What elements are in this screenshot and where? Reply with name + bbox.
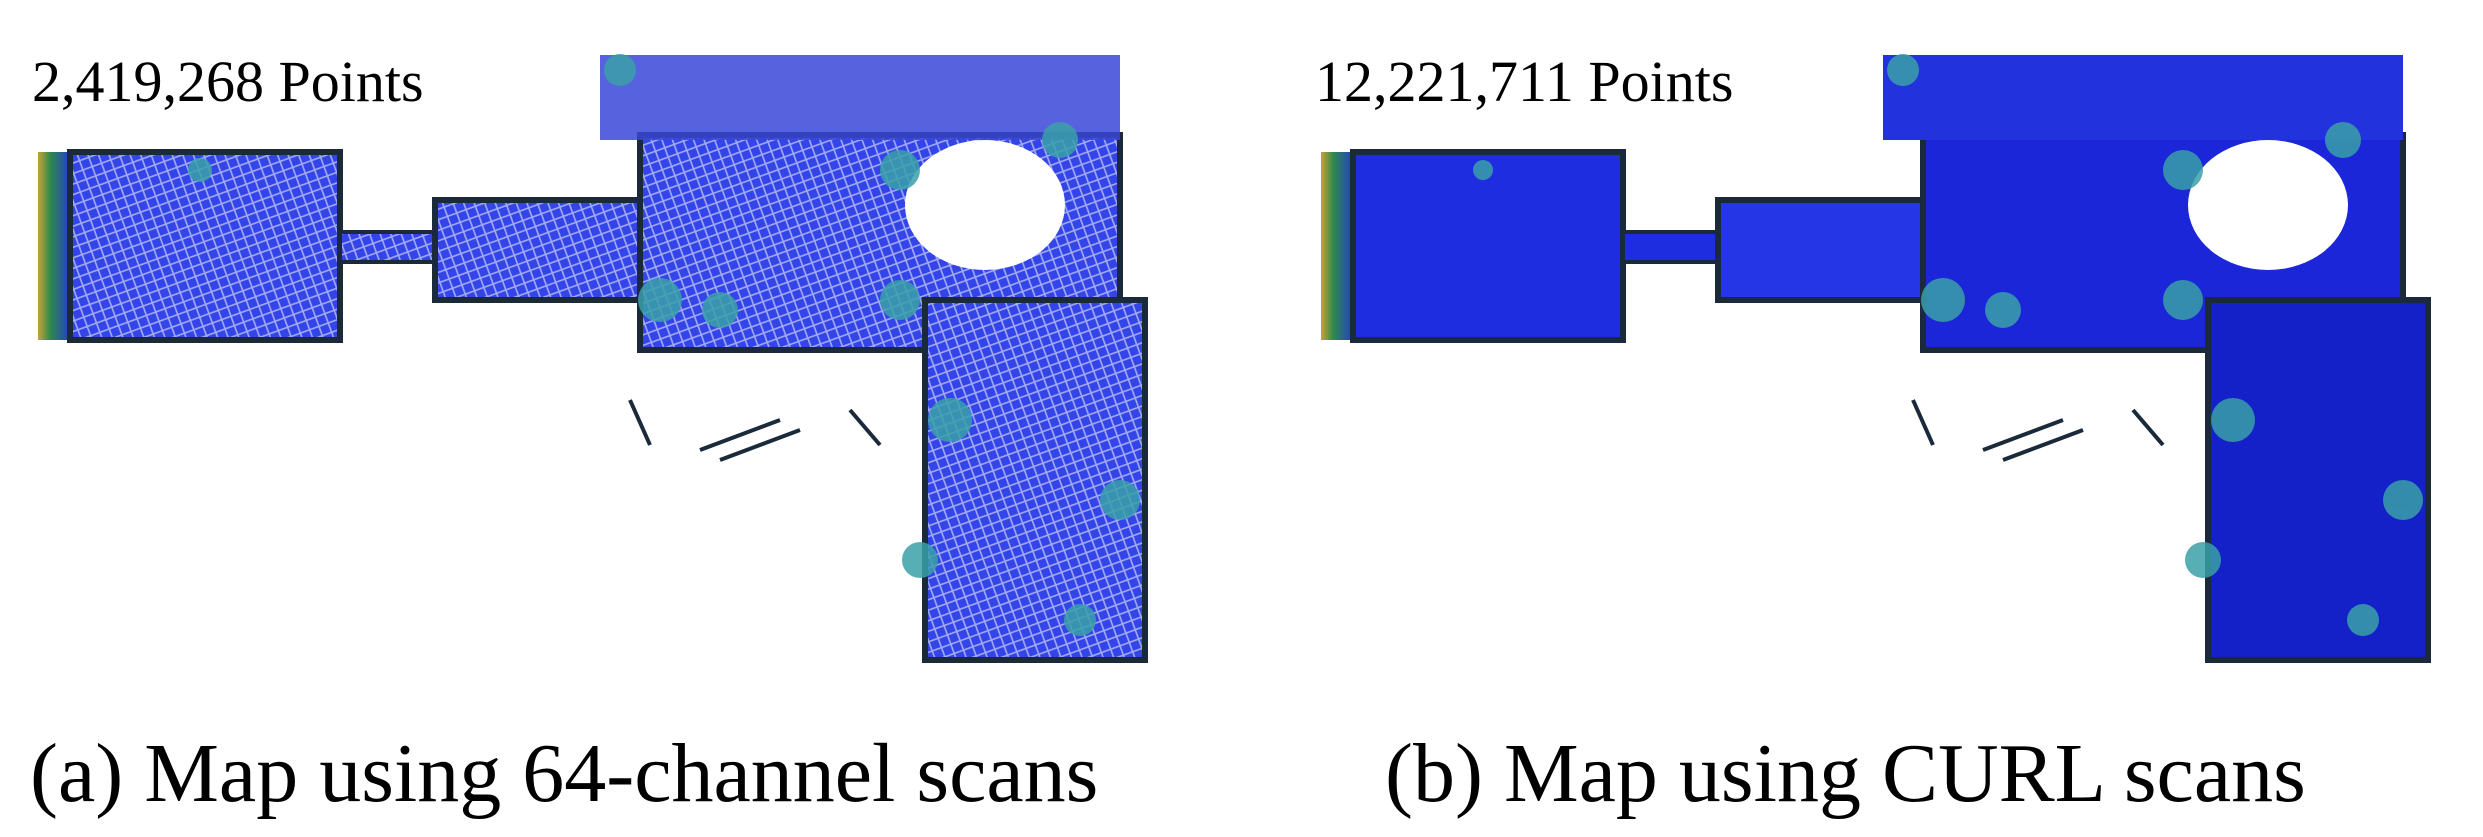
point-count-label: 12,221,711 Points	[1315, 49, 1734, 114]
top-fringe	[600, 55, 1120, 140]
debris	[1911, 399, 2165, 462]
room-left	[67, 149, 343, 343]
map-panel-b: 12,221,711 Points	[1283, 0, 2483, 700]
corridor	[1621, 230, 1720, 264]
map-panel-a: 2,419,268 Points	[0, 0, 1200, 700]
debris	[628, 399, 882, 462]
foliage	[188, 54, 1140, 636]
point-cloud-map-a	[38, 54, 1148, 663]
point-cloud-map-b	[1321, 54, 2431, 663]
gap-area	[905, 140, 1065, 270]
caption-a: (a) Map using 64-channel scans	[30, 727, 1099, 820]
point-count-label: 2,419,268 Points	[32, 49, 424, 114]
caption-b: (b) Map using CURL scans	[1385, 727, 2306, 820]
foliage	[1473, 54, 2423, 636]
corridor	[338, 230, 437, 264]
room-middle	[432, 197, 653, 303]
gap-area	[2188, 140, 2348, 270]
room-left	[1350, 149, 1626, 343]
room-wing	[2205, 297, 2431, 663]
room-middle	[1715, 197, 1936, 303]
top-fringe	[1883, 55, 2403, 140]
room-wing	[922, 297, 1148, 663]
